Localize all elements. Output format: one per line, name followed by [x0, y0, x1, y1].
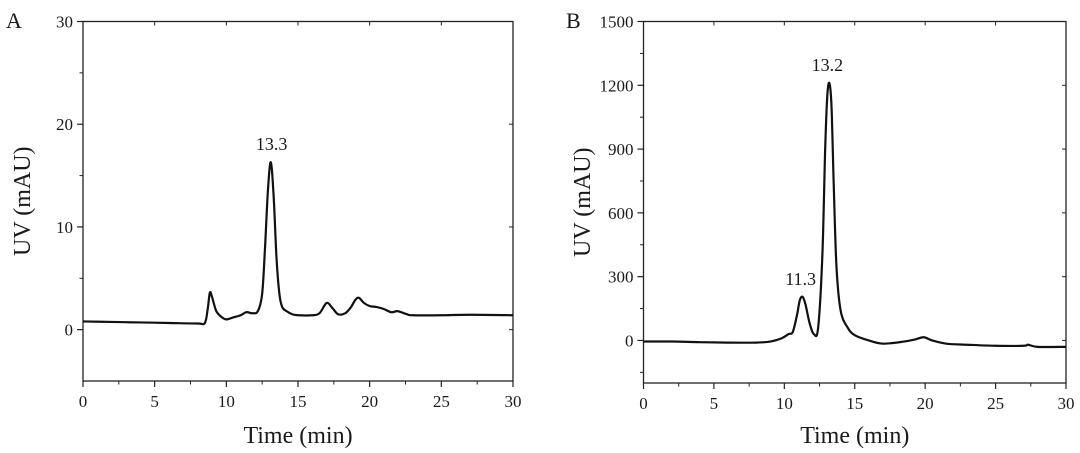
x-tick-label: 10: [776, 394, 793, 413]
y-axis-title: UV (mAU): [570, 147, 596, 257]
y-tick-label: 0: [625, 331, 634, 350]
y-axis-title: UV (mAU): [10, 146, 36, 256]
y-tick-label: 600: [608, 204, 634, 223]
peak-label: 11.3: [785, 269, 816, 289]
x-axis-title: Time (min): [243, 423, 352, 449]
y-tick-label: 20: [56, 115, 73, 134]
x-axis-title: Time (min): [800, 423, 909, 449]
y-tick-label: 0: [65, 321, 74, 340]
x-tick-label: 5: [150, 392, 159, 411]
panel-a: 0 5 10 15 20 25 30 0 10 20 30 Time (min) UV (mAU) A 13…: [6, 8, 522, 449]
x-tick-label: 10: [218, 392, 235, 411]
x-tick-label: 0: [639, 394, 648, 413]
x-tick-label: 5: [710, 394, 719, 413]
y-tick-label: 900: [608, 140, 634, 159]
plot-frame: [82, 20, 514, 382]
chromatogram-trace: [82, 161, 514, 326]
y-tick-label: 300: [608, 268, 634, 287]
x-tick-label: 20: [917, 394, 934, 413]
y-tick-label: 1200: [600, 76, 634, 95]
panel-label: A: [6, 8, 22, 33]
x-tick-label: 30: [1058, 394, 1075, 413]
x-tick-label: 25: [433, 392, 450, 411]
y-tick-label: 30: [56, 13, 73, 32]
peak-label: 13.2: [812, 55, 844, 75]
x-tick-label: 25: [987, 394, 1004, 413]
chromatogram-trace: [643, 81, 1067, 349]
x-tick-label: 15: [290, 392, 307, 411]
x-tick-label: 0: [79, 392, 88, 411]
x-tick-label: 20: [361, 392, 378, 411]
y-tick-label: 10: [56, 218, 73, 237]
x-tick-label: 30: [505, 392, 522, 411]
peak-label: 13.3: [256, 134, 288, 154]
y-tick-label: 1500: [600, 13, 634, 32]
x-tick-label: 15: [846, 394, 863, 413]
plot-frame: [642, 20, 1067, 384]
panel-label: B: [566, 8, 581, 33]
